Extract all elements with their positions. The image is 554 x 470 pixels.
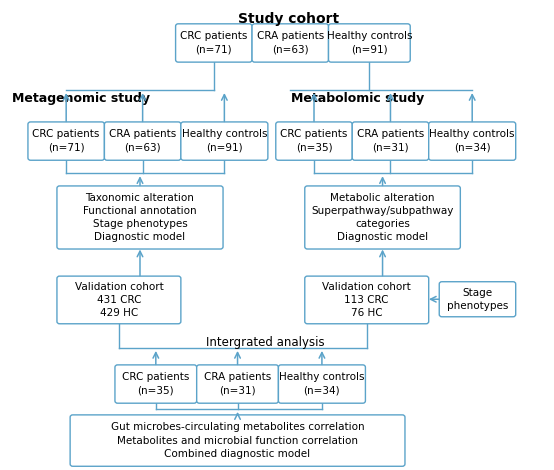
Text: Healthy controls
(n=34): Healthy controls (n=34) bbox=[429, 130, 515, 153]
Text: CRA patients
(n=31): CRA patients (n=31) bbox=[204, 372, 271, 396]
FancyBboxPatch shape bbox=[57, 276, 181, 324]
FancyBboxPatch shape bbox=[197, 365, 279, 403]
Text: Metagenomic study: Metagenomic study bbox=[12, 92, 150, 105]
FancyBboxPatch shape bbox=[329, 24, 411, 62]
FancyBboxPatch shape bbox=[115, 365, 197, 403]
Text: Metabolomic study: Metabolomic study bbox=[291, 92, 424, 105]
FancyBboxPatch shape bbox=[252, 24, 329, 62]
Text: Intergrated analysis: Intergrated analysis bbox=[206, 336, 325, 349]
Text: CRC patients
(n=71): CRC patients (n=71) bbox=[180, 31, 248, 55]
FancyBboxPatch shape bbox=[439, 282, 516, 317]
Text: Gut microbes-circulating metabolites correlation
Metabolites and microbial funct: Gut microbes-circulating metabolites cor… bbox=[111, 423, 365, 459]
FancyBboxPatch shape bbox=[104, 122, 181, 160]
Text: CRA patients
(n=63): CRA patients (n=63) bbox=[109, 130, 176, 153]
FancyBboxPatch shape bbox=[176, 24, 252, 62]
Text: Healthy controls
(n=91): Healthy controls (n=91) bbox=[182, 130, 267, 153]
Text: Healthy controls
(n=91): Healthy controls (n=91) bbox=[327, 31, 412, 55]
Text: Validation cohort
113 CRC
76 HC: Validation cohort 113 CRC 76 HC bbox=[322, 282, 411, 318]
Text: CRA patients
(n=31): CRA patients (n=31) bbox=[357, 130, 424, 153]
FancyBboxPatch shape bbox=[352, 122, 429, 160]
FancyBboxPatch shape bbox=[305, 186, 460, 249]
Text: CRC patients
(n=71): CRC patients (n=71) bbox=[33, 130, 100, 153]
FancyBboxPatch shape bbox=[305, 276, 429, 324]
Text: Study cohort: Study cohort bbox=[238, 12, 340, 26]
FancyBboxPatch shape bbox=[70, 415, 405, 466]
FancyBboxPatch shape bbox=[57, 186, 223, 249]
Text: Metabolic alteration
Superpathway/subpathway
categories
Diagnostic model: Metabolic alteration Superpathway/subpat… bbox=[311, 193, 454, 242]
Text: Healthy controls
(n=34): Healthy controls (n=34) bbox=[279, 372, 365, 396]
FancyBboxPatch shape bbox=[28, 122, 104, 160]
FancyBboxPatch shape bbox=[429, 122, 516, 160]
Text: Validation cohort
431 CRC
429 HC: Validation cohort 431 CRC 429 HC bbox=[75, 282, 163, 318]
Text: CRC patients
(n=35): CRC patients (n=35) bbox=[280, 130, 348, 153]
FancyBboxPatch shape bbox=[276, 122, 352, 160]
Text: Taxonomic alteration
Functional annotation
Stage phenotypes
Diagnostic model: Taxonomic alteration Functional annotati… bbox=[83, 193, 197, 242]
Text: CRA patients
(n=63): CRA patients (n=63) bbox=[257, 31, 324, 55]
Text: CRC patients
(n=35): CRC patients (n=35) bbox=[122, 372, 189, 396]
FancyBboxPatch shape bbox=[181, 122, 268, 160]
Text: Stage
phenotypes: Stage phenotypes bbox=[447, 288, 508, 311]
FancyBboxPatch shape bbox=[279, 365, 366, 403]
